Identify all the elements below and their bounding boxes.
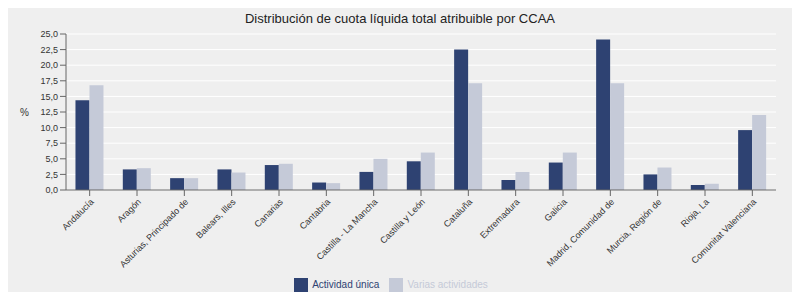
svg-text:%: % [20,107,29,118]
svg-text:0,0: 0,0 [45,185,58,195]
svg-text:25,0: 25,0 [40,30,58,39]
svg-text:Murcia, Región de: Murcia, Región de [605,197,664,256]
svg-text:Castilla y León: Castilla y León [378,197,427,246]
svg-text:Extremadura: Extremadura [478,197,522,241]
svg-text:Andalucía: Andalucía [60,197,95,232]
svg-text:Asturias, Principado de: Asturias, Principado de [118,197,191,270]
svg-text:Cantabria: Cantabria [298,197,333,232]
svg-text:Castilla - La Mancha: Castilla - La Mancha [315,197,380,262]
svg-text:20,0: 20,0 [40,60,58,70]
html-text:Distribución de cuota líquida: Distribución de cuota líquida total atri… [245,11,555,26]
svg-text:Rioja, La: Rioja, La [679,197,711,229]
svg-text:Balears, Illes: Balears, Illes [194,197,238,241]
html-text:Actividad única: Actividad única [312,278,380,290]
svg-text:17,5: 17,5 [40,76,58,86]
svg-text:Galicia: Galicia [542,197,569,224]
svg-text:Comunitat Valenciana: Comunitat Valenciana [689,197,758,266]
svg-text:Aragón: Aragón [115,197,143,225]
svg-text:7,5: 7,5 [45,138,58,148]
svg-text:Canarias: Canarias [252,197,285,230]
html-text:Varias actividades: Varias actividades [407,278,488,290]
svg-text:Cataluña: Cataluña [442,197,475,230]
svg-text:10,0: 10,0 [40,123,58,133]
svg-text:12,5: 12,5 [40,107,58,117]
svg-text:5,0: 5,0 [45,154,58,164]
svg-text:15,0: 15,0 [40,92,58,102]
svg-text:Madrid, Comunidad de: Madrid, Comunidad de [545,197,616,268]
svg-text:22,5: 22,5 [40,45,58,55]
svg-text:2,5: 2,5 [45,170,58,180]
